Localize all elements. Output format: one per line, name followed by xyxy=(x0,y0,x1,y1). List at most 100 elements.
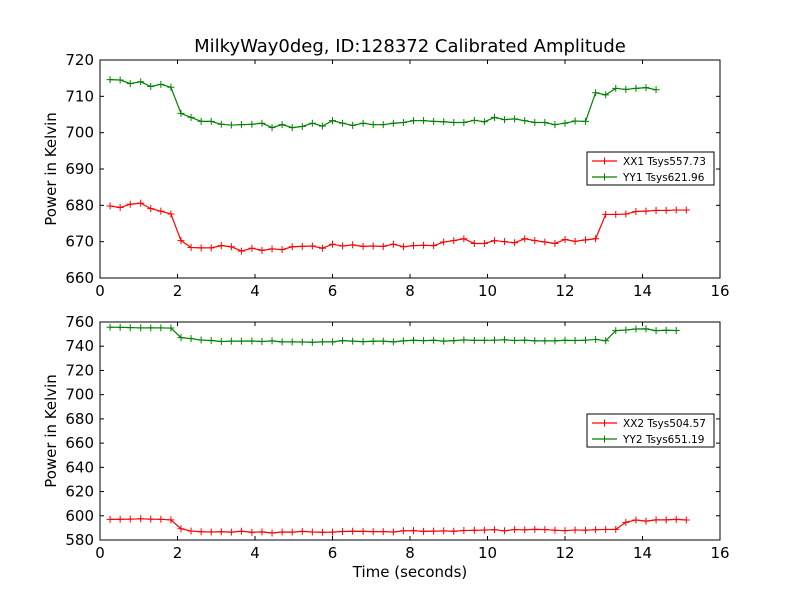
y-tick-label: 600 xyxy=(65,507,94,525)
data-point xyxy=(632,516,640,524)
data-point xyxy=(450,337,458,345)
data-point xyxy=(531,525,539,533)
data-point xyxy=(501,336,509,344)
data-point xyxy=(288,243,296,251)
data-point xyxy=(632,208,640,216)
data-point xyxy=(237,247,245,255)
data-point xyxy=(389,528,397,536)
data-point xyxy=(207,117,215,125)
x-tick-label: 4 xyxy=(250,282,260,300)
data-point xyxy=(612,210,620,218)
data-point xyxy=(268,337,276,345)
series-2 xyxy=(106,323,680,346)
data-point xyxy=(217,242,225,250)
data-point xyxy=(137,78,145,86)
data-point xyxy=(379,242,387,250)
data-point xyxy=(167,324,175,332)
y-tick-label: 700 xyxy=(65,386,94,404)
data-point xyxy=(602,337,610,345)
data-point xyxy=(217,120,225,128)
data-point xyxy=(167,516,175,524)
series-1 xyxy=(106,515,690,537)
data-point xyxy=(278,246,286,254)
x-tick-label: 10 xyxy=(478,544,497,562)
data-point xyxy=(369,528,377,536)
data-point xyxy=(227,243,235,251)
legend-marker xyxy=(601,157,608,165)
x-tick-label: 0 xyxy=(95,282,105,300)
data-point xyxy=(592,526,600,534)
data-point xyxy=(308,119,316,127)
data-point xyxy=(278,338,286,346)
data-point xyxy=(137,199,145,207)
data-point xyxy=(420,527,428,535)
data-point xyxy=(642,517,650,525)
data-point xyxy=(551,337,559,345)
data-point xyxy=(480,526,488,534)
data-point xyxy=(440,527,448,535)
x-tick-label: 12 xyxy=(555,282,574,300)
bottom-plot: 0 2 4 6 8 10 12 14 16 580 600 620 640 660 680 700 720 740… xyxy=(42,313,730,581)
data-point xyxy=(602,91,610,99)
data-point xyxy=(501,116,509,124)
data-point xyxy=(682,516,690,524)
data-point xyxy=(460,118,468,126)
data-point xyxy=(672,326,680,334)
data-point xyxy=(501,238,509,246)
data-point xyxy=(420,337,428,345)
x-tick-label: 0 xyxy=(95,544,105,562)
data-point xyxy=(490,237,498,245)
x-tick-label: 8 xyxy=(405,544,415,562)
data-point xyxy=(682,206,690,214)
data-point xyxy=(521,526,529,534)
x-tick-label: 12 xyxy=(555,544,574,562)
data-point xyxy=(622,210,630,218)
data-point xyxy=(389,119,397,127)
series-line xyxy=(109,202,687,252)
x-tick-label: 2 xyxy=(173,282,183,300)
x-tick-label: 8 xyxy=(405,282,415,300)
data-point xyxy=(298,527,306,535)
data-point xyxy=(369,121,377,129)
legend-frame xyxy=(586,413,715,448)
data-point xyxy=(339,119,347,127)
data-point xyxy=(652,516,660,524)
data-point xyxy=(318,528,326,536)
data-point xyxy=(450,118,458,126)
data-point xyxy=(470,116,478,124)
data-point xyxy=(369,242,377,250)
data-point xyxy=(116,323,124,331)
data-point xyxy=(177,334,185,342)
data-point xyxy=(521,117,529,125)
data-point xyxy=(622,326,630,334)
data-point xyxy=(399,337,407,345)
data-point xyxy=(582,526,590,534)
data-point xyxy=(450,237,458,245)
data-point xyxy=(167,83,175,91)
data-point xyxy=(248,337,256,345)
data-point xyxy=(571,337,579,345)
data-point xyxy=(430,117,438,125)
data-point xyxy=(248,528,256,536)
data-point xyxy=(672,206,680,214)
data-point xyxy=(308,338,316,346)
data-point xyxy=(288,528,296,536)
y-axis-label: Power in Kelvin xyxy=(42,374,60,488)
legend-marker xyxy=(601,435,608,443)
x-tick-label: 2 xyxy=(173,544,183,562)
data-point xyxy=(157,515,165,523)
data-point xyxy=(147,324,155,332)
data-point xyxy=(541,238,549,246)
data-point xyxy=(561,527,569,535)
data-point xyxy=(430,336,438,344)
data-point xyxy=(511,239,519,247)
legend-label: YY1 Tsys621.96 xyxy=(622,172,705,184)
x-tick-label: 10 xyxy=(478,282,497,300)
data-point xyxy=(379,121,387,129)
y-tick-label: 720 xyxy=(65,361,94,379)
data-point xyxy=(551,239,559,247)
data-point xyxy=(409,336,417,344)
data-point xyxy=(662,516,670,524)
y-tick-label: 580 xyxy=(65,531,94,549)
legend: XX1 Tsys557.73 YY1 Tsys621.96 xyxy=(586,151,715,186)
